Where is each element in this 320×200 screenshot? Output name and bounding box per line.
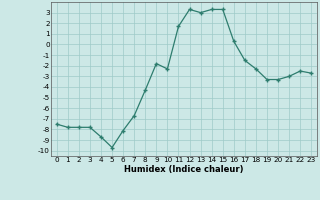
- X-axis label: Humidex (Indice chaleur): Humidex (Indice chaleur): [124, 165, 244, 174]
